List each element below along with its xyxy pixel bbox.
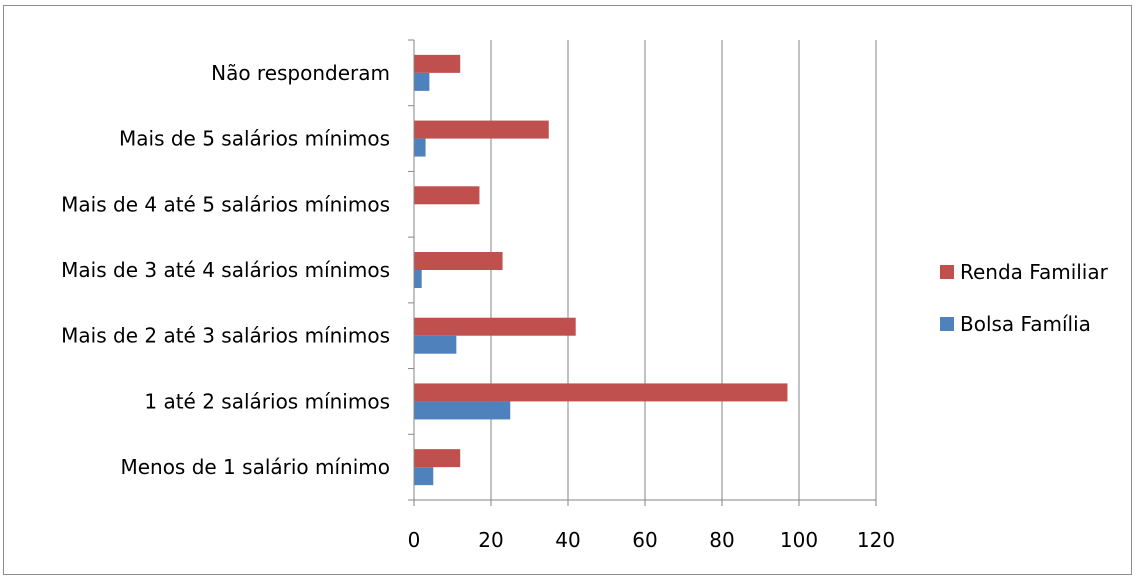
bar-renda-familiar: [414, 120, 549, 139]
axes: [408, 39, 877, 506]
legend-swatch: [940, 265, 954, 279]
bar-renda-familiar: [414, 186, 480, 205]
bar-bolsa-familia: [414, 401, 511, 420]
bar-bolsa-familia: [414, 335, 457, 354]
bar-bolsa-familia: [414, 72, 430, 91]
category-label: Menos de 1 salário mínimo: [120, 455, 390, 479]
category-labels: Menos de 1 salário mínimo 1 até 2 salário…: [61, 61, 390, 479]
bar-renda-familiar: [414, 317, 576, 336]
x-tick-label: 40: [555, 528, 580, 552]
bar-bolsa-familia: [414, 467, 434, 486]
category-label: Mais de 5 salários mínimos: [119, 127, 390, 151]
legend-label: Bolsa Família: [960, 312, 1091, 336]
x-tick-labels: 0 20 40 60 80 100 120: [408, 528, 895, 552]
category-label: Mais de 4 até 5 salários mínimos: [61, 192, 390, 216]
bar-bolsa-familia: [414, 138, 426, 157]
x-tick-label: 0: [408, 528, 421, 552]
bar-renda-familiar: [414, 383, 788, 402]
bar-renda-familiar: [414, 252, 503, 270]
x-tick-label: 100: [780, 528, 818, 552]
x-tick-label: 120: [857, 528, 895, 552]
category-label: Mais de 2 até 3 salários mínimos: [61, 324, 390, 348]
legend-swatch: [940, 317, 954, 331]
bar-renda-familiar: [414, 449, 461, 468]
category-label: 1 até 2 salários mínimos: [144, 389, 390, 413]
x-tick-label: 20: [478, 528, 503, 552]
legend-label: Renda Familiar: [960, 260, 1109, 284]
x-tick-label: 60: [632, 528, 657, 552]
x-tick-label: 80: [709, 528, 734, 552]
legend: Renda Familiar Bolsa Família: [940, 260, 1109, 336]
bar-renda-familiar: [414, 54, 461, 73]
category-label: Mais de 3 até 4 salários mínimos: [61, 258, 390, 282]
gridlines: [490, 40, 877, 500]
bar-bolsa-familia: [414, 270, 422, 288]
bars: [414, 54, 788, 486]
category-label: Não responderam: [211, 61, 390, 85]
